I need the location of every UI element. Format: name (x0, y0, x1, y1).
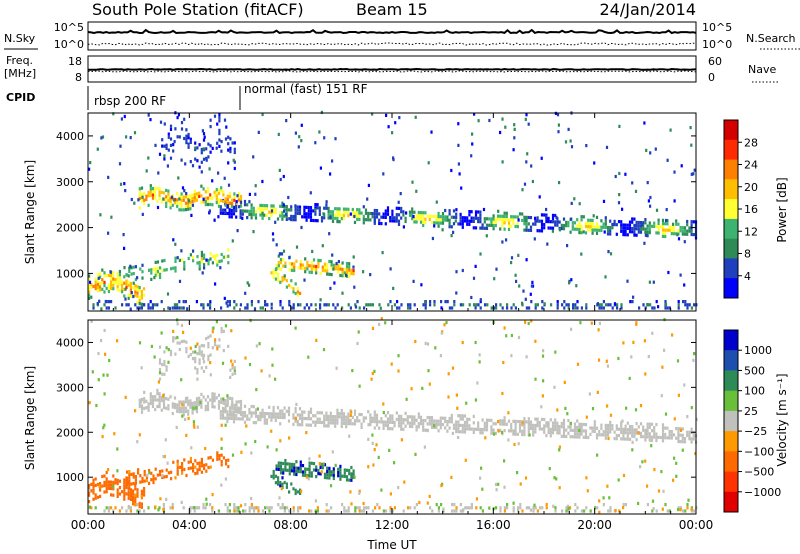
colorbar-tick-label: 24 (744, 159, 758, 172)
freq-strip: Freq. [MHz] 18 8 60 0 Nave (4, 54, 778, 84)
freq-tick-top: 18 (68, 55, 82, 68)
power-colorbar-label: Power [dB] (775, 177, 789, 242)
velocity-ylabel: Slant Range [km] (23, 366, 37, 470)
colorbar-tick-label: 4 (744, 270, 751, 283)
velocity-x-ticks (87, 320, 697, 514)
cpid-segment-1: rbsp 200 RF (94, 94, 166, 108)
nsky-tick-top: 10^5 (54, 21, 84, 34)
cpid-label: CPID (6, 91, 35, 104)
colorbar-tick-label: 500 (744, 364, 765, 377)
cpid-segment-2: normal (fast) 151 RF (244, 82, 368, 96)
nsearch-label: N.Search (746, 32, 796, 45)
colorbar-tick-label: 1000 (744, 344, 772, 357)
freq-label: Freq. (6, 54, 33, 67)
nave-tick-top: 60 (708, 55, 722, 68)
velocity-colorbar-label: Velocity [m s⁻¹] (775, 373, 789, 466)
velocity-data-cells (88, 317, 698, 514)
nave-tick-bottom: 0 (708, 71, 715, 84)
nsky-label: N.Sky (4, 32, 36, 45)
colorbar-tick-label: 8 (744, 248, 751, 261)
freq-tick-bottom: 8 (75, 71, 82, 84)
y-tick-label: 4000 (56, 336, 84, 349)
power-ylabel: Slant Range [km] (23, 160, 37, 264)
x-tick-label: 12:00 (375, 518, 410, 532)
nsky-trace (87, 28, 697, 35)
y-tick-label: 4000 (56, 130, 84, 143)
x-tick-label: 00:00 (71, 518, 106, 532)
nave-label: Nave (748, 63, 776, 76)
nave-trace (87, 70, 697, 73)
y-tick-label: 3000 (56, 381, 84, 394)
cpid-row: CPID rbsp 200 RF normal (fast) 151 RF (6, 82, 368, 110)
x-tick-label: 08:00 (273, 518, 308, 532)
x-tick-label: 20:00 (577, 518, 612, 532)
colorbar-tick-label: 20 (744, 181, 758, 194)
colorbar-tick-label: −1000 (744, 486, 781, 499)
nsky-strip: N.Sky 10^5 10^0 10^5 10^0 N.Search (4, 21, 800, 51)
power-data-cells (88, 110, 698, 311)
y-tick-label: 1000 (56, 267, 84, 280)
velocity-y-axis: 1000 2000 3000 4000 (56, 336, 696, 484)
power-y-axis: 1000 2000 3000 4000 (56, 130, 696, 280)
x-tick-label: 00:00 (679, 518, 714, 532)
power-colorbar: 28 24 20 16 12 8 4 Power [dB] (723, 119, 789, 299)
y-tick-label: 2000 (56, 426, 84, 439)
beam-label: Beam 15 (356, 0, 428, 19)
y-tick-label: 1000 (56, 471, 84, 484)
time-axis-label: Time UT (366, 538, 417, 552)
nsearch-trace (87, 42, 697, 46)
nsearch-tick-bottom: 10^0 (702, 38, 732, 51)
nsky-tick-bottom: 10^0 (54, 38, 84, 51)
y-tick-label: 3000 (56, 176, 84, 189)
colorbar-tick-label: 100 (744, 385, 765, 398)
power-x-ticks (87, 113, 697, 311)
x-tick-label: 16:00 (476, 518, 511, 532)
colorbar-tick-label: 25 (744, 405, 758, 418)
y-tick-label: 2000 (56, 222, 84, 235)
freq-trace (87, 67, 697, 71)
colorbar-tick-label: −500 (744, 466, 774, 479)
date-label: 24/Jan/2014 (599, 0, 696, 19)
freq-unit: [MHz] (4, 67, 36, 80)
velocity-colorbar: 1000 500 100 25 −25 −100 −500 −1000 Velocity [m… (723, 329, 789, 513)
colorbar-tick-label: −100 (744, 445, 774, 458)
nsearch-tick-top: 10^5 (702, 21, 732, 34)
velocity-x-tick-labels: 00:00 04:00 08:00 12:00 16:00 20:00 00:00 (71, 518, 714, 532)
colorbar-tick-label: 16 (744, 203, 758, 216)
colorbar-tick-label: 12 (744, 225, 758, 238)
x-tick-label: 04:00 (172, 518, 207, 532)
colorbar-tick-label: −25 (744, 425, 767, 438)
power-panel: 1000 2000 3000 4000 Slant Range [km] (23, 110, 698, 312)
colorbar-tick-label: 28 (744, 136, 758, 149)
station-title: South Pole Station (fitACF) (92, 0, 304, 19)
